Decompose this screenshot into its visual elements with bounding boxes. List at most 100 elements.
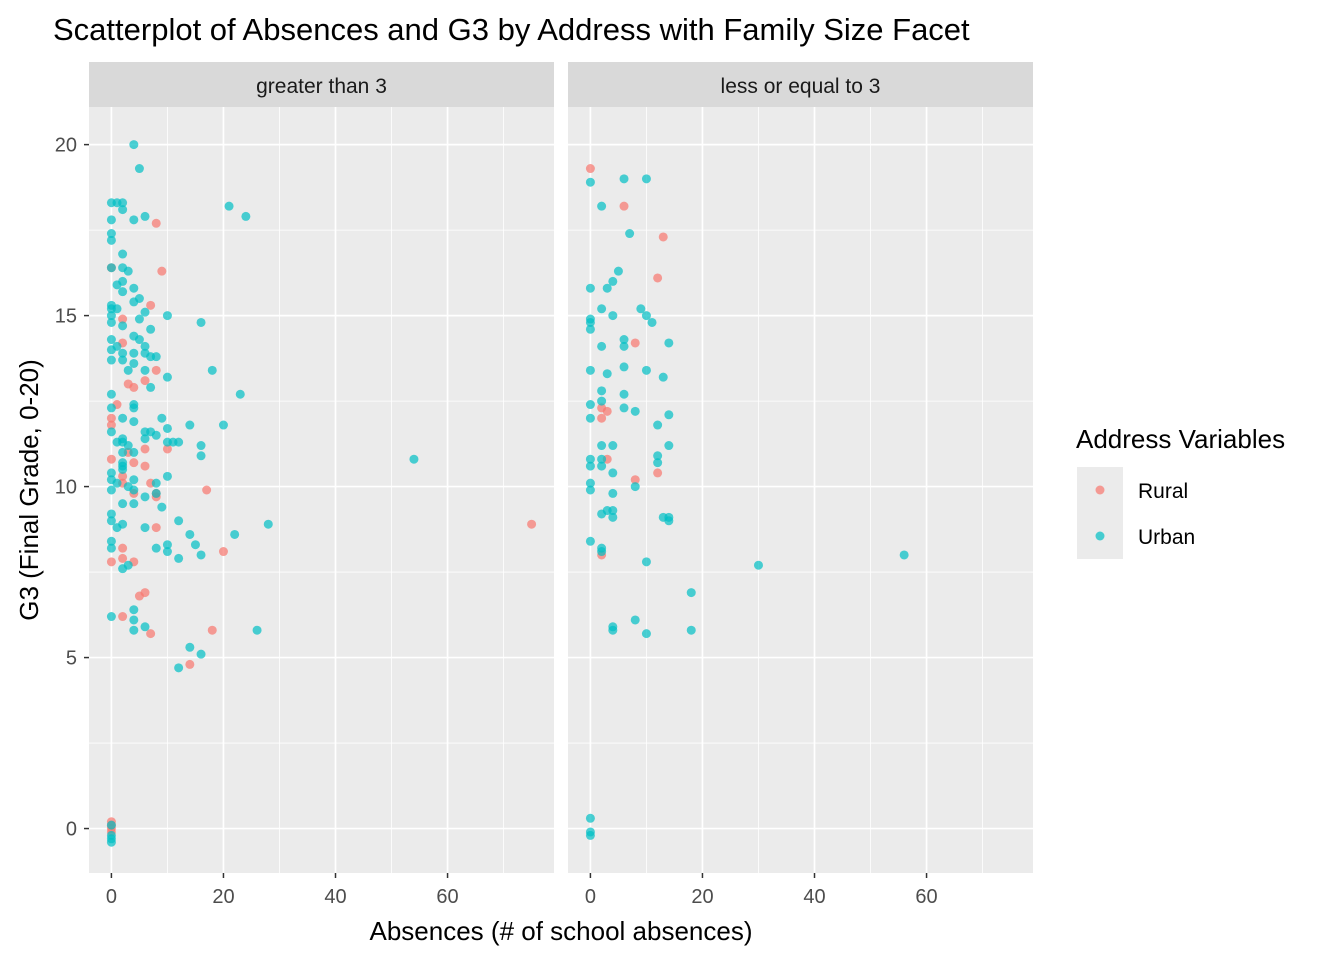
data-point-urban [151,488,161,498]
data-point-urban [106,235,116,245]
data-point-urban [641,174,651,184]
data-point-urban [112,478,122,488]
data-point-urban [608,468,618,478]
data-point-urban [630,406,640,416]
data-point-urban [207,365,217,375]
data-point-urban [106,311,116,321]
data-point-urban [106,468,116,478]
data-point-urban [185,420,195,430]
data-point-urban [585,830,595,840]
data-point-urban [585,813,595,823]
data-point-urban [118,519,128,529]
data-point-urban [597,341,607,351]
legend-label-rural: Rural [1138,480,1188,503]
data-point-urban [106,427,116,437]
data-point-rural [146,300,156,310]
data-point-urban [190,540,200,550]
data-point-urban [174,516,184,526]
legend-swatch-rural [1095,485,1105,495]
data-point-urban [129,605,139,615]
y-axis-title: G3 (Final Grade, 0-20) [14,359,44,621]
data-point-urban [106,335,116,345]
data-point-urban [585,413,595,423]
x-tick-label: 40 [803,886,825,908]
x-tick-label: 60 [436,886,458,908]
data-point-urban [174,553,184,563]
data-point-urban [118,287,128,297]
legend: Address Variables Rural Urban [1076,424,1285,559]
data-point-rural [118,471,128,481]
x-axis-title: Absences (# of school absences) [370,916,753,946]
data-point-urban [106,317,116,327]
data-point-urban [106,543,116,553]
data-point-rural [162,444,172,454]
data-point-urban [235,389,245,399]
y-tick-label: 5 [66,648,77,670]
facet-strip-label-1: greater than 3 [256,75,387,98]
data-point-urban [658,372,668,382]
data-point-urban [162,372,172,382]
data-point-urban [625,229,635,239]
data-point-urban [585,536,595,546]
data-point-urban [106,229,116,239]
data-point-urban [196,317,206,327]
data-point-urban [157,502,167,512]
data-point-urban [123,560,133,570]
data-point-urban [608,622,618,632]
data-point-urban [162,311,172,321]
data-point-urban [140,211,150,221]
data-point-urban [196,649,206,659]
data-point-urban [151,478,161,488]
data-point-urban [162,540,172,550]
data-point-urban [146,324,156,334]
points-1 [106,140,537,847]
x-tick-label: 0 [106,886,117,908]
data-point-urban [118,205,128,215]
data-point-rural [151,218,161,228]
data-point-urban [174,437,184,447]
data-point-urban [112,341,122,351]
data-point-urban [140,434,150,444]
data-point-urban [653,420,663,430]
data-point-urban [106,355,116,365]
data-point-urban [129,140,139,150]
data-point-urban [118,464,128,474]
data-point-urban [664,441,674,451]
data-point-urban [899,550,909,560]
data-point-urban [252,625,262,635]
data-point-urban [619,174,629,184]
data-point-urban [608,311,618,321]
data-point-urban [597,461,607,471]
y-tick-label: 15 [55,306,77,328]
data-point-urban [653,458,663,468]
data-point-urban [585,283,595,293]
data-point-urban [106,820,116,830]
data-point-rural [129,458,139,468]
data-point-urban [602,283,612,293]
data-point-urban [664,516,674,526]
data-point-rural [140,588,150,598]
data-point-urban [140,622,150,632]
data-point-urban [118,198,128,208]
data-point-rural [202,485,212,495]
data-point-urban [409,454,419,464]
data-point-urban [585,461,595,471]
data-point-urban [118,355,128,365]
data-point-urban [608,512,618,522]
data-point-urban [151,430,161,440]
data-point-rural [118,543,128,553]
data-point-urban [106,403,116,413]
data-point-rural [585,164,595,174]
data-point-urban [162,423,172,433]
x-tick-label: 60 [915,886,937,908]
data-point-urban [241,211,251,221]
data-point-rural [527,519,537,529]
data-point-urban [619,341,629,351]
data-point-urban [597,543,607,553]
data-point-urban [585,478,595,488]
data-point-urban [140,492,150,502]
data-point-rural [151,523,161,533]
data-point-urban [585,177,595,187]
data-point-urban [106,612,116,622]
data-point-rural [653,468,663,478]
